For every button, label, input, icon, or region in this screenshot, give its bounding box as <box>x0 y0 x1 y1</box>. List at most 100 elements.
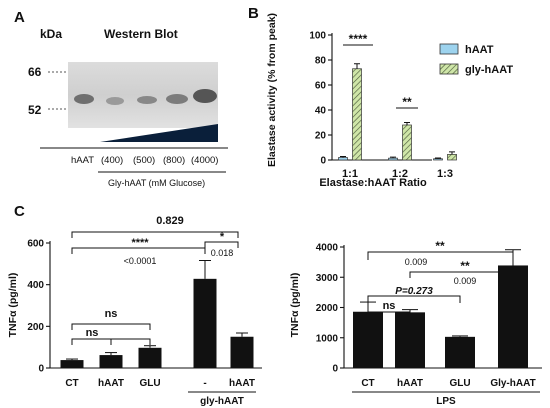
y-tick-label: 4000 <box>316 243 339 254</box>
bar-GLU <box>138 347 162 368</box>
blot-title: Western Blot <box>104 27 178 41</box>
bar-CT <box>353 311 383 368</box>
panel-b-xlabel: Elastase:hAAT Ratio <box>319 177 427 189</box>
lane-label-haat: hAAT <box>71 155 94 166</box>
x-tick-label: GLU <box>449 378 470 389</box>
blot-band-4000 <box>193 89 217 103</box>
y-tick-label: 60 <box>315 81 327 92</box>
blot-band-haat <box>74 94 94 104</box>
y-tick-label: 600 <box>27 239 44 250</box>
legend-label-gly-haat: gly-hAAT <box>465 64 513 76</box>
bar-hAAT-1:2 <box>388 157 398 161</box>
panel-a-letter: A <box>14 9 25 26</box>
p-ct-vs-gly: <0.0001 <box>124 256 157 266</box>
blot-band-400 <box>106 97 124 105</box>
y-tick-label: 80 <box>315 56 327 67</box>
lane-label-800: (800) <box>163 155 185 166</box>
y-tick-label: 200 <box>27 322 44 333</box>
bar-hAAT <box>230 336 254 368</box>
bar-hAAT-1:3 <box>433 158 443 161</box>
x-tick-label: CT <box>361 378 374 389</box>
x-tick-label: hAAT <box>397 378 423 389</box>
panel-c-letter: C <box>14 203 25 220</box>
p-ct-vs-glu-lps: P=0.273 <box>395 286 433 297</box>
x-tick-label: CT <box>65 378 78 389</box>
y-tick-label: 100 <box>309 31 326 42</box>
panel-b-ylabel: Elastase activity (% from peak) <box>266 13 278 167</box>
bar-gly-hAAT-1:3 <box>447 154 457 161</box>
panel-c-right-ylabel: TNFα (pg/ml) <box>289 273 301 338</box>
p-ct-vs-gly-lps: 0.009 <box>405 257 428 267</box>
panel-c-left-bars: CT hAAT GLU - hAAT <box>60 260 255 389</box>
blot-band-500 <box>137 96 157 104</box>
lane-label-500: (500) <box>133 155 155 166</box>
marker-52-label: 52 <box>28 103 42 117</box>
bracket-ns-haat <box>71 338 112 345</box>
stars-haat-vs-gly-lps: ** <box>460 259 470 273</box>
y-tick-label: 20 <box>315 131 327 142</box>
lane-label-400: (400) <box>101 155 123 166</box>
glucose-gradient-wedge <box>100 124 218 142</box>
panel-b-axes: 0 20 40 60 80 100 <box>309 31 432 167</box>
y-tick-label: 400 <box>27 280 44 291</box>
bracket-ns-glu <box>71 323 151 330</box>
legend-label-haat: hAAT <box>465 44 494 56</box>
panel-c-left: C 0 200 400 600 CT hAAT GLU - hAAT TNFα (pg/ml)… <box>7 203 262 407</box>
x-tick-label: hAAT <box>229 378 255 389</box>
panel-c-right-bars: CT hAAT GLU Gly-hAAT <box>353 249 536 389</box>
lane-label-4000: (4000) <box>191 155 218 166</box>
p-gly-vs-glyhaat: 0.018 <box>211 248 234 258</box>
bar-hAAT-1:1 <box>338 157 348 161</box>
x-tick-label: 1:1 <box>342 168 358 180</box>
bracket-haat-vs-gly-lps <box>409 271 514 278</box>
x-tick-label: hAAT <box>98 378 124 389</box>
bracket-ns-lps <box>367 311 411 318</box>
panel-b-letter: B <box>248 5 259 22</box>
x-tick-label: 1:2 <box>392 168 408 180</box>
bracket-ct-vs-gly-lps <box>367 251 514 260</box>
bar-gly-hAAT-1:2 <box>402 124 412 161</box>
sig-stars-1to1: **** <box>349 32 368 46</box>
bracket-ns-ct-haat <box>110 338 151 345</box>
x-tick-label: 1:3 <box>437 168 453 180</box>
stars-ct-vs-gly: **** <box>131 237 149 249</box>
ns-haat: ns <box>86 327 99 339</box>
bar-hAAT <box>395 312 425 368</box>
bracket-0829 <box>71 231 239 238</box>
y-tick-label: 3000 <box>316 273 339 284</box>
panel-b: B 0 20 40 60 80 100 1:1 1:2 1:3 Elastase activi… <box>248 5 513 189</box>
y-tick-label: 0 <box>320 156 326 167</box>
x-tick-label: Gly-hAAT <box>490 378 535 389</box>
bracket-ct-vs-glu-lps <box>367 295 461 303</box>
gly-group-label-c: gly-hAAT <box>200 396 244 407</box>
panel-c-right: 0 1000 2000 3000 4000 CT hAAT GLU Gly-hAAT TNFα… <box>289 239 542 407</box>
star-gly-vs-glyhaat: * <box>220 231 225 243</box>
blot-band-800 <box>166 94 188 104</box>
x-tick-label: GLU <box>139 378 160 389</box>
lps-group-label: LPS <box>436 396 456 407</box>
panel-a: A kDa Western Blot 66 52 hAAT (400) (500… <box>14 9 228 188</box>
y-tick-label: 2000 <box>316 303 339 314</box>
y-tick-label: 0 <box>332 364 338 375</box>
kda-label: kDa <box>40 27 62 41</box>
bar-GLU <box>445 336 475 368</box>
marker-66-label: 66 <box>28 65 42 79</box>
gly-group-label: Gly-hAAT (mM Glucose) <box>108 178 205 188</box>
ns-lps: ns <box>383 300 396 312</box>
bar-Gly-hAAT <box>498 265 528 368</box>
ns-ct-haat: ns <box>124 327 137 339</box>
y-tick-label: 1000 <box>316 333 339 344</box>
bracket-ct-vs-gly <box>71 247 206 254</box>
bar-CT <box>60 360 84 368</box>
legend-swatch-gly-haat <box>439 63 459 75</box>
label-0829: 0.829 <box>156 215 184 227</box>
y-tick-label: 40 <box>315 106 327 117</box>
bar-hAAT <box>99 355 123 368</box>
ns-glu: ns <box>105 308 118 320</box>
sig-stars-1to2: ** <box>402 95 412 109</box>
x-tick-label: - <box>203 378 206 389</box>
p-haat-vs-gly-lps: 0.009 <box>454 276 477 286</box>
panel-c-left-ylabel: TNFα (pg/ml) <box>7 273 19 338</box>
stars-ct-vs-gly-lps: ** <box>435 239 445 253</box>
